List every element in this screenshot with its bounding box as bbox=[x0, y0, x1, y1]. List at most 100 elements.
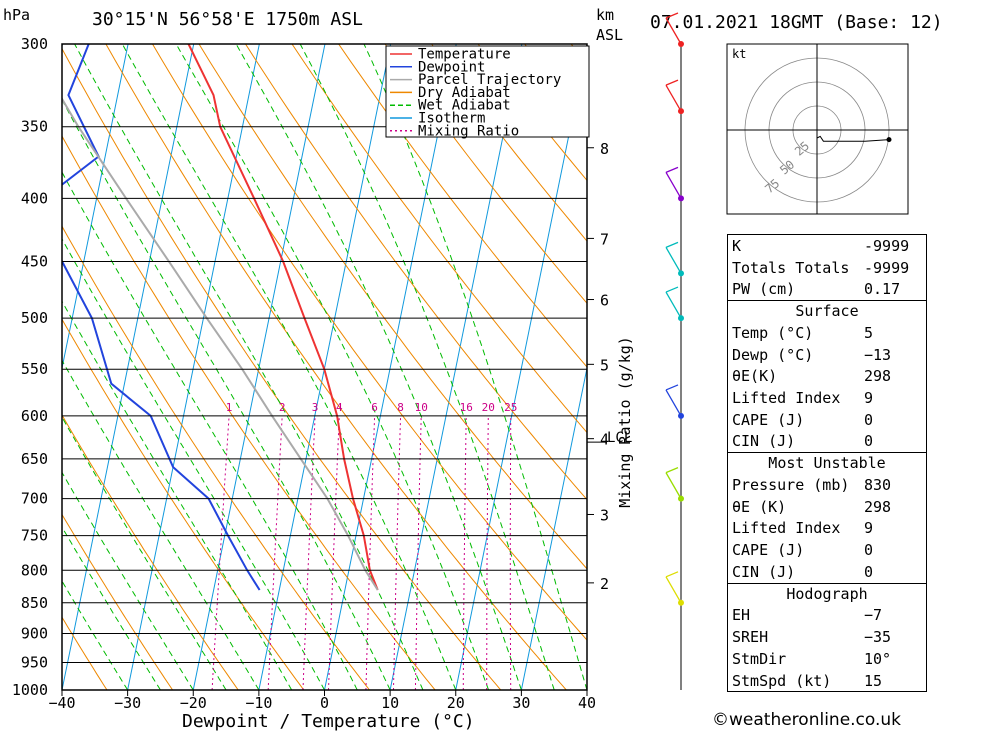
pressure-tick-label: 450 bbox=[21, 253, 48, 271]
mixing-ratio-line bbox=[211, 415, 230, 690]
indices-value: 0 bbox=[864, 432, 874, 451]
temp-tick-label: 30 bbox=[512, 694, 530, 712]
dry-adiabat-line bbox=[62, 225, 370, 690]
temp-tick-label: 20 bbox=[447, 694, 465, 712]
indices-value: 0.17 bbox=[864, 280, 901, 299]
temp-tick-label: −10 bbox=[245, 694, 272, 712]
legend-label: Dry Adiabat bbox=[418, 85, 511, 101]
indices-row: Totals Totals -9999 bbox=[728, 257, 926, 279]
indices-row: θE (K) 298 bbox=[728, 496, 926, 518]
pressure-tick-label: 650 bbox=[21, 450, 48, 468]
indices-value: −7 bbox=[864, 606, 883, 625]
indices-section-title: Most Unstable bbox=[768, 454, 886, 473]
wind-barb-dot bbox=[678, 108, 684, 115]
mixing-ratio-label: 1 bbox=[226, 401, 233, 414]
legend-label: Parcel Trajectory bbox=[418, 72, 561, 88]
dry-adiabat-line bbox=[62, 135, 436, 690]
indices-label: Lifted Index bbox=[732, 388, 841, 407]
km-tick-label: 8 bbox=[600, 140, 609, 158]
pressure-tick-label: 750 bbox=[21, 527, 48, 545]
wind-barb-shaft bbox=[665, 84, 682, 112]
indices-label: Totals Totals bbox=[732, 258, 850, 277]
wind-barb-flag bbox=[665, 467, 679, 474]
y-unit-label: hPa bbox=[3, 6, 30, 24]
wind-barb-shaft bbox=[665, 389, 682, 417]
indices-value: 15 bbox=[864, 671, 883, 690]
indices-label: Dewp (°C) bbox=[732, 345, 814, 364]
legend-box bbox=[385, 45, 590, 138]
mixing-ratio-axis-title: Mixing Ratio (g/kg) bbox=[616, 336, 634, 508]
dry-adiabat-line bbox=[105, 44, 567, 690]
indices-label: CIN (J) bbox=[732, 562, 796, 581]
mixing-ratio-label: 25 bbox=[504, 401, 517, 414]
wind-barbs bbox=[665, 12, 684, 690]
indices-value: 298 bbox=[864, 367, 892, 386]
indices-value: −13 bbox=[864, 345, 892, 364]
series-parcel-trajectory bbox=[62, 96, 379, 591]
indices-panel: K -9999 Totals Totals -9999 PW (cm) 0.17 Surf… bbox=[727, 234, 927, 693]
pressure-tick-label: 700 bbox=[21, 490, 48, 508]
indices-top-box: K -9999 Totals Totals -9999 PW (cm) 0.17 bbox=[727, 234, 927, 302]
legend-label: Dewpoint bbox=[418, 59, 485, 75]
indices-value: −35 bbox=[864, 628, 892, 647]
pressure-tick-label: 350 bbox=[21, 118, 48, 136]
indices-value: -9999 bbox=[864, 236, 910, 255]
indices-label: θE(K) bbox=[732, 367, 778, 386]
indices-label: K bbox=[732, 236, 742, 255]
pressure-tick-label: 900 bbox=[21, 624, 48, 642]
wind-barb-dot bbox=[678, 41, 684, 47]
wind-barb-dot bbox=[678, 599, 684, 606]
indices-value: 10° bbox=[864, 649, 892, 668]
wind-barb-dot bbox=[678, 412, 684, 419]
pressure-tick-label: 300 bbox=[21, 35, 48, 53]
dry-adiabat-line bbox=[62, 616, 108, 690]
indices-section-title: Surface bbox=[795, 302, 859, 321]
indices-label: Lifted Index bbox=[732, 519, 841, 538]
wind-barb-flag bbox=[665, 12, 679, 19]
axis-labels: 1 2 3 4 6 8 10 16 20 2530035040045050055060065070… bbox=[3, 6, 943, 732]
indices-row: CIN (J) 0 bbox=[728, 431, 926, 453]
wind-barb-flag bbox=[665, 286, 679, 293]
indices-row: CAPE (J) 0 bbox=[728, 539, 926, 561]
hodograph-unit-label: kt bbox=[732, 47, 746, 61]
wind-barb-flag bbox=[665, 79, 679, 86]
indices-row: CAPE (J) 0 bbox=[728, 409, 926, 431]
indices-value: 0 bbox=[864, 410, 874, 429]
mixing-ratio-line bbox=[302, 415, 316, 690]
indices-value: 9 bbox=[864, 388, 874, 407]
legend-label: Wet Adiabat bbox=[418, 98, 511, 114]
indices-row: Dewp (°C) −13 bbox=[728, 344, 926, 366]
indices-label: StmSpd (kt) bbox=[732, 671, 832, 690]
isotherm-line bbox=[455, 44, 587, 690]
wind-barb-flag bbox=[665, 571, 679, 578]
indices-label: StmDir bbox=[732, 649, 787, 668]
indices-label: θE (K) bbox=[732, 497, 787, 516]
temp-tick-label: 0 bbox=[320, 694, 329, 712]
temp-tick-label: −40 bbox=[48, 694, 75, 712]
isotherm-line bbox=[62, 44, 195, 690]
indices-row: Lifted Index 9 bbox=[728, 518, 926, 540]
mixing-ratio-line bbox=[393, 415, 402, 690]
wind-barb-dot bbox=[678, 495, 684, 502]
indices-value: 5 bbox=[864, 323, 874, 342]
indices-label: EH bbox=[732, 606, 751, 625]
indices-label: SREH bbox=[732, 628, 769, 647]
pressure-tick-label: 500 bbox=[21, 309, 48, 327]
dry-adiabat-line bbox=[291, 44, 587, 434]
wet-adiabat-line bbox=[62, 171, 358, 690]
indices-row: θE(K) 298 bbox=[728, 365, 926, 387]
wind-barb-shaft bbox=[665, 291, 682, 319]
indices-row: SREH −35 bbox=[728, 626, 926, 648]
mixing-ratio-label: 10 bbox=[415, 401, 428, 414]
km-tick-label: 7 bbox=[600, 230, 609, 248]
mixing-ratio-line bbox=[267, 415, 283, 690]
indices-label: CIN (J) bbox=[732, 432, 796, 451]
indices-surface-box: Surface Temp (°C) 5 Dewp (°C) −13 θE(K) 298 Lif… bbox=[727, 301, 927, 454]
indices-row: EH −7 bbox=[728, 605, 926, 627]
km-tick-label: 5 bbox=[600, 356, 609, 374]
location-title: 30°15'N 56°58'E 1750m ASL bbox=[92, 9, 363, 30]
